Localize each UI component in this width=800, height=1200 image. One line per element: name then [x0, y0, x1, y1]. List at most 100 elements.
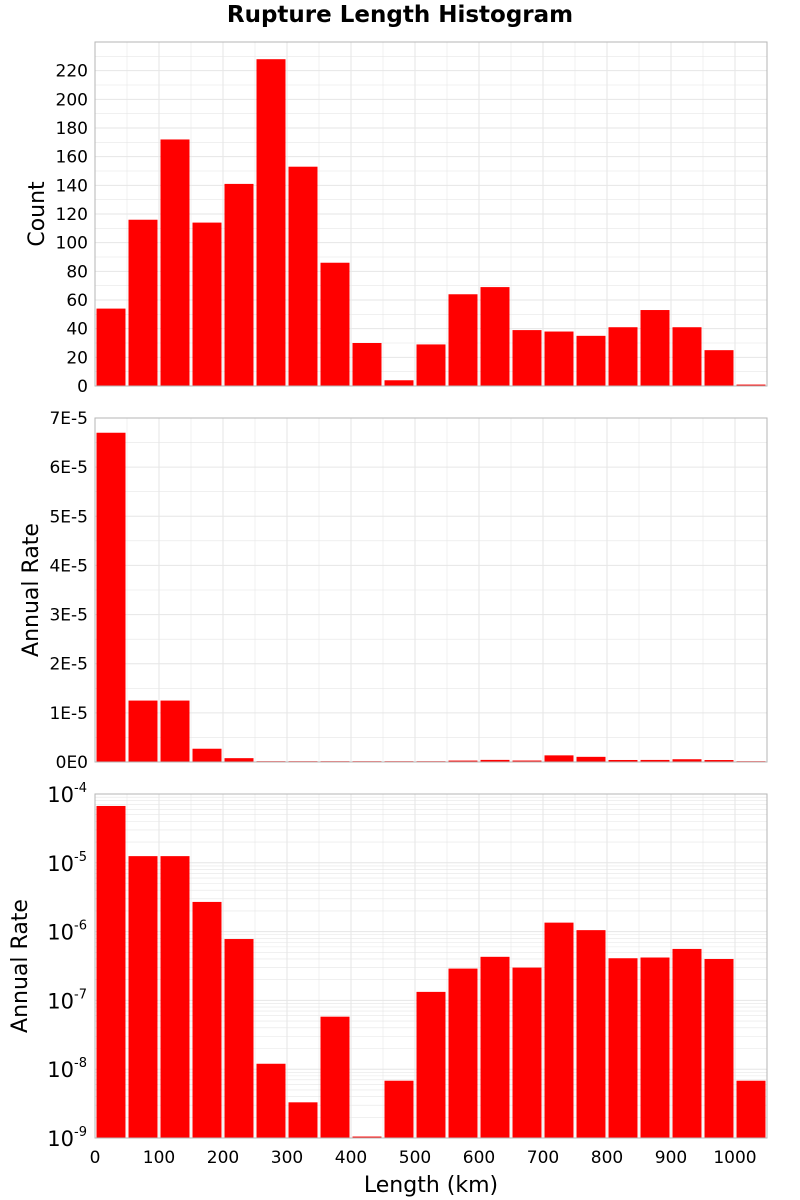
y-tick-label: 120 — [56, 205, 88, 225]
y-tick-label: 160 — [56, 148, 88, 168]
bar — [672, 759, 702, 762]
bar — [576, 930, 606, 1138]
bar — [608, 958, 638, 1138]
y-tick-label: 10-7 — [47, 987, 87, 1013]
x-tick-label: 900 — [655, 1148, 687, 1168]
x-tick-label: 800 — [591, 1148, 623, 1168]
bar — [96, 308, 126, 386]
bar — [704, 350, 734, 386]
x-tick-label: 500 — [399, 1148, 431, 1168]
x-tick-label: 1000 — [713, 1148, 756, 1168]
bar — [672, 948, 702, 1138]
bar — [416, 344, 446, 386]
y-tick-label: 20 — [66, 348, 88, 368]
bar — [192, 901, 222, 1138]
bar — [96, 805, 126, 1138]
bar — [704, 760, 734, 762]
panel-rate_linear: 0E0 1E-5 2E-5 3E-5 4E-5 5E-5 6E-5 7E-5 Annual Ra… — [19, 409, 768, 773]
bar — [384, 380, 414, 386]
y-tick-label: 40 — [66, 320, 88, 340]
bar — [544, 331, 574, 386]
panel-count: 0 20 40 60 80 100 120 140 160 180 200 220 Count — [25, 41, 768, 397]
x-tick-label: 200 — [207, 1148, 239, 1168]
panel-rate_log: 10-9 10-8 10-7 10-6 10-5 10-4 Annual Rate 0 100 2… — [8, 781, 768, 1198]
y-tick-label: 80 — [66, 262, 88, 282]
y-tick-label: 180 — [56, 119, 88, 139]
bar — [288, 166, 318, 386]
y-tick-label: 200 — [56, 90, 88, 110]
bar — [320, 262, 350, 386]
y-tick-label: 10-8 — [47, 1056, 87, 1082]
y-axis-label: Annual Rate — [19, 523, 44, 657]
bar — [512, 330, 542, 386]
x-tick-label: 700 — [527, 1148, 559, 1168]
bar — [704, 958, 734, 1138]
bar — [352, 1136, 382, 1138]
y-tick-label: 4E-5 — [49, 556, 88, 576]
plot-frame — [94, 793, 768, 1139]
bar — [128, 219, 158, 386]
plot-frame — [94, 417, 768, 763]
y-tick-label: 5E-5 — [49, 507, 88, 527]
x-tick-label: 400 — [335, 1148, 367, 1168]
bar — [544, 755, 574, 762]
bar — [224, 183, 254, 386]
y-tick-label: 10-6 — [47, 919, 87, 945]
bar — [256, 1063, 286, 1138]
y-tick-label: 10-4 — [47, 781, 87, 807]
bar — [480, 287, 510, 386]
bar — [224, 939, 254, 1138]
bar — [352, 343, 382, 386]
bar — [160, 856, 190, 1138]
plot-frame — [94, 41, 768, 387]
bar — [128, 700, 158, 762]
bar — [224, 758, 254, 762]
y-tick-label: 220 — [56, 62, 88, 82]
bar — [416, 991, 446, 1138]
x-axis-label: Length (km) — [364, 1173, 498, 1198]
bar — [384, 1080, 414, 1138]
bar — [160, 139, 190, 386]
bar — [288, 1102, 318, 1138]
chart-title: Rupture Length Histogram — [226, 2, 574, 28]
bar — [576, 335, 606, 386]
y-tick-label: 10-9 — [47, 1125, 87, 1151]
bar — [640, 759, 670, 762]
x-tick-label: 100 — [143, 1148, 175, 1168]
bar — [672, 327, 702, 386]
x-tick-label: 0 — [90, 1148, 101, 1168]
y-axis-label: Annual Rate — [8, 899, 33, 1033]
bar — [736, 384, 766, 386]
bar — [512, 760, 542, 762]
bar — [576, 756, 606, 762]
y-tick-label: 0 — [77, 377, 88, 397]
bar — [736, 1080, 766, 1138]
y-tick-label: 60 — [66, 291, 88, 311]
y-tick-label: 0E0 — [56, 753, 88, 773]
bar — [480, 956, 510, 1138]
bar — [448, 294, 478, 386]
y-tick-label: 1E-5 — [49, 704, 88, 724]
bar — [256, 59, 286, 386]
bar — [96, 432, 126, 762]
bar — [128, 856, 158, 1138]
y-tick-label: 140 — [56, 176, 88, 196]
y-tick-label: 2E-5 — [49, 655, 88, 675]
y-tick-label: 7E-5 — [49, 409, 88, 429]
y-tick-label: 6E-5 — [49, 458, 88, 478]
y-tick-label: 100 — [56, 234, 88, 254]
y-axis-label: Count — [25, 181, 50, 247]
y-tick-label: 10-5 — [47, 850, 87, 876]
bar — [192, 222, 222, 386]
bar — [448, 760, 478, 762]
y-tick-label: 3E-5 — [49, 606, 88, 626]
x-tick-label: 600 — [463, 1148, 495, 1168]
bar — [640, 957, 670, 1138]
bar — [192, 748, 222, 762]
bar — [544, 922, 574, 1138]
bar — [608, 327, 638, 386]
bar — [512, 967, 542, 1138]
bar — [160, 700, 190, 762]
bar — [480, 759, 510, 762]
